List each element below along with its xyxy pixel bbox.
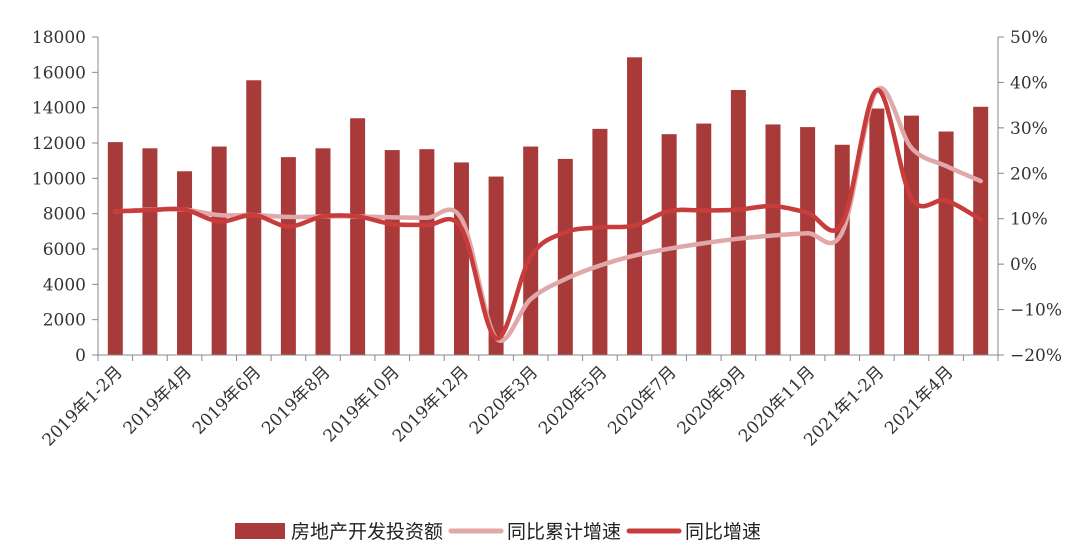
bar-9 [419, 149, 435, 355]
legend-label: 同比增速 [685, 521, 761, 543]
bar-24 [938, 131, 954, 355]
x-tick-label: 2020年5月 [535, 362, 611, 438]
bar-0 [107, 142, 123, 355]
bar-4 [246, 80, 262, 355]
bar-14 [592, 128, 608, 355]
bar-16 [661, 134, 677, 355]
bar-15 [627, 57, 643, 355]
right-tick-label: −10% [1010, 301, 1062, 321]
x-tick-label: 2020年7月 [604, 362, 680, 438]
bar-25 [973, 106, 989, 355]
bar-3 [211, 146, 227, 355]
bar-5 [280, 157, 296, 355]
left-tick-label: 8000 [43, 205, 86, 225]
legend-swatch-bar [235, 523, 285, 539]
legend-label: 同比累计增速 [507, 521, 621, 543]
left-tick-label: 12000 [32, 134, 86, 154]
left-tick-label: 6000 [43, 240, 86, 260]
right-tick-label: 20% [1010, 164, 1048, 184]
right-tick-label: 10% [1010, 210, 1048, 230]
x-tick-label: 2021年4月 [881, 362, 957, 438]
right-tick-label: −20% [1010, 346, 1062, 366]
right-tick-label: 0% [1010, 255, 1037, 275]
bar-2 [177, 171, 193, 355]
right-tick-label: 40% [1010, 73, 1048, 93]
left-tick-label: 14000 [32, 99, 86, 119]
left-tick-label: 16000 [32, 63, 86, 83]
x-tick-label: 2020年3月 [466, 362, 542, 438]
left-tick-label: 10000 [32, 169, 86, 189]
lines-layer [113, 85, 983, 343]
bar-19 [765, 124, 781, 355]
bar-17 [696, 123, 712, 355]
x-tick-label: 2019年8月 [258, 362, 334, 438]
left-tick-label: 2000 [43, 311, 86, 331]
legend-label: 房地产开发投资额 [291, 521, 443, 543]
bar-7 [350, 118, 366, 356]
bar-22 [869, 108, 885, 355]
left-tick-label: 18000 [32, 28, 86, 48]
bar-6 [315, 148, 331, 355]
left-tick-label: 0 [75, 346, 86, 366]
x-tick-label: 2019年4月 [120, 362, 196, 438]
x-tick-label: 2019年6月 [189, 362, 265, 438]
bar-10 [453, 162, 469, 355]
right-tick-label: 50% [1010, 28, 1048, 48]
bar-18 [730, 90, 746, 355]
bar-11 [488, 176, 504, 355]
line-series-1 [113, 87, 983, 341]
bar-23 [903, 115, 919, 356]
bar-1 [142, 148, 158, 355]
x-tick-label: 2020年9月 [673, 362, 749, 438]
left-tick-label: 4000 [43, 275, 86, 295]
bars-layer [107, 57, 989, 356]
x-tick-label: 2019年1-2月 [39, 362, 127, 450]
bar-13 [557, 158, 573, 355]
right-tick-label: 30% [1010, 119, 1048, 139]
bar-21 [834, 144, 850, 355]
legend: 房地产开发投资额 同比累计增速 同比增速 [235, 521, 761, 543]
bar-20 [800, 127, 816, 355]
bar-8 [384, 150, 400, 355]
